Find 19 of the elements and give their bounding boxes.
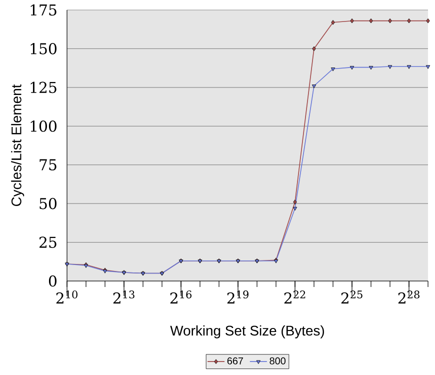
x-axis-title: Working Set Size (Bytes): [170, 325, 324, 338]
legend-label: 800: [270, 357, 286, 364]
y-tick-label: 50: [40, 198, 56, 210]
y-tick-label: 150: [30, 43, 56, 54]
x-tick-label: 2$^{19}$: [227, 290, 248, 304]
x-tick-label: 2$^{25}$: [341, 290, 362, 304]
x-tick-label: 2$^{13}$: [113, 290, 134, 304]
y-tick-label: 175: [30, 4, 56, 16]
legend-label: 667: [227, 357, 244, 364]
x-tick-label: 2$^{28}$: [398, 290, 420, 304]
y-tick-label: 25: [39, 236, 56, 248]
y-tick-label: 0: [48, 275, 56, 287]
y-tick-label: 125: [30, 82, 56, 94]
y-tick-label: 75: [40, 159, 56, 170]
x-tick-label: 2$^{10}$: [56, 290, 78, 304]
y-axis-title: Cycles/List Element: [11, 84, 24, 206]
x-tick-label: 2$^{16}$: [170, 290, 192, 304]
x-tick-label: 2$^{22}$: [284, 290, 306, 304]
y-tick-label: 100: [30, 120, 56, 132]
